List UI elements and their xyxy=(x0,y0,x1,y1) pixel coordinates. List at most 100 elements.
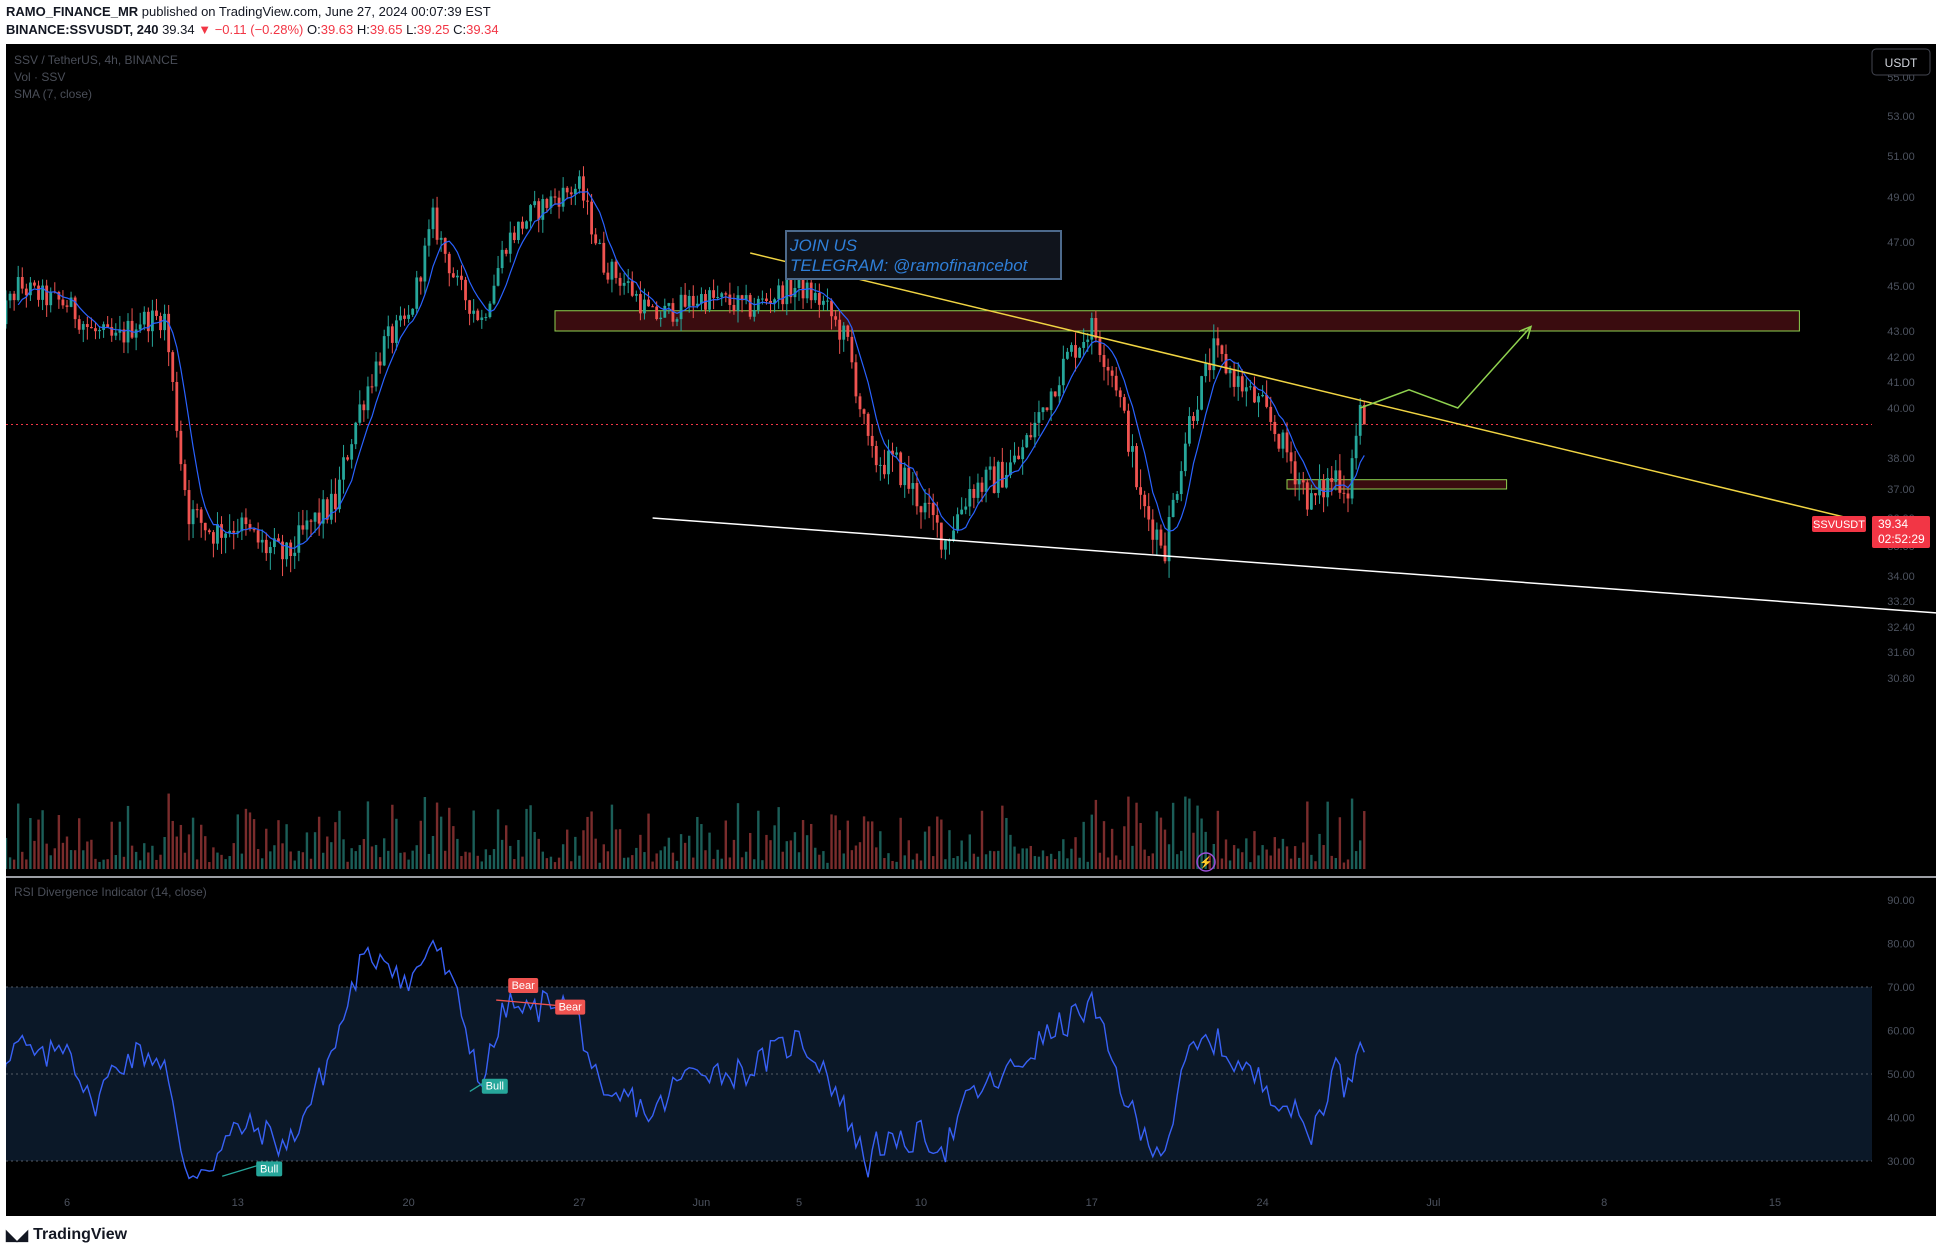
candle-body xyxy=(569,192,573,195)
currency-button[interactable] xyxy=(1871,48,1931,76)
volume-bar xyxy=(65,836,69,869)
candle-body xyxy=(842,325,846,340)
bull-label-1-box xyxy=(481,1078,508,1094)
time-tick-label: 13 xyxy=(232,1197,244,1209)
candle-body xyxy=(512,232,516,241)
volume-bar xyxy=(1167,844,1171,869)
volume-bar xyxy=(179,824,183,869)
candle-body xyxy=(1041,407,1045,413)
volume-bar xyxy=(252,819,256,869)
volume-bars xyxy=(0,793,1366,869)
volume-bar xyxy=(37,819,40,869)
candle-body xyxy=(106,324,110,327)
volume-bar xyxy=(220,854,223,869)
candle-body xyxy=(777,285,781,300)
volume-bar xyxy=(134,851,138,869)
candle-body xyxy=(20,277,24,289)
candle-body xyxy=(1322,480,1325,498)
volume-bar xyxy=(25,859,28,869)
volume-bar xyxy=(1123,826,1126,869)
price-tick-label: 30.80 xyxy=(1887,673,1915,685)
candle-body xyxy=(854,362,858,397)
candle-body xyxy=(517,221,520,241)
chart-svg[interactable]: 55.0053.0051.0049.0047.0045.0043.0042.00… xyxy=(0,44,1942,1216)
volume-bar xyxy=(456,838,459,869)
volume-bar xyxy=(797,852,801,869)
candle-body xyxy=(899,452,903,486)
volume-bar xyxy=(842,853,845,869)
close-value: 39.34 xyxy=(466,22,499,37)
candle-body xyxy=(427,229,431,246)
sma-line xyxy=(17,190,1365,549)
volume-bar xyxy=(1249,862,1252,869)
volume-bar xyxy=(1354,851,1358,869)
bull-divergence-line-2 xyxy=(222,1164,259,1177)
volume-bar xyxy=(814,847,817,869)
volume-bar xyxy=(460,856,463,869)
volume-bar xyxy=(57,815,61,869)
candle-body xyxy=(1009,462,1012,475)
time-axis[interactable]: 6132027Jun5101724Jul8152226 xyxy=(64,1197,1942,1209)
volume-bar xyxy=(1078,857,1081,869)
descending-support-line[interactable] xyxy=(652,517,1942,617)
tradingview-logo[interactable]: ◣◢ TradingView xyxy=(6,1226,127,1244)
volume-bar xyxy=(866,821,870,869)
volume-bar xyxy=(1330,855,1333,869)
volume-bar xyxy=(407,859,410,869)
volume-bar xyxy=(1013,846,1016,869)
volume-bar xyxy=(110,821,113,869)
volume-bar xyxy=(370,846,374,869)
footer: ◣◢ TradingView xyxy=(0,1216,1942,1253)
candle-body xyxy=(484,317,488,319)
volume-bar xyxy=(663,846,666,869)
candle-body xyxy=(809,282,813,301)
candle-body xyxy=(1204,363,1208,377)
candle-body xyxy=(309,520,313,522)
candle-body xyxy=(468,300,471,314)
volume-bar xyxy=(834,815,837,869)
descending-resistance-line[interactable] xyxy=(750,252,1849,519)
candle-body xyxy=(1334,470,1338,482)
candle-body xyxy=(939,522,943,550)
volume-bar xyxy=(1302,842,1305,869)
volume-bar xyxy=(155,859,158,869)
author-name[interactable]: RAMO_FINANCE_MR xyxy=(6,4,139,19)
volume-bar xyxy=(86,841,89,869)
bear-label-2: Bear xyxy=(555,999,586,1015)
volume-bar xyxy=(1029,845,1032,869)
projection-arrow[interactable] xyxy=(1359,325,1532,409)
candle-body xyxy=(301,525,305,530)
candle-body xyxy=(878,464,882,466)
volume-bar xyxy=(586,816,589,869)
candle-body xyxy=(952,530,955,541)
volume-bar xyxy=(8,857,12,869)
volume-bar xyxy=(631,855,634,869)
time-tick-label: 20 xyxy=(402,1197,414,1209)
volume-bar xyxy=(281,843,284,869)
price-axis[interactable]: 55.0053.0051.0049.0047.0045.0043.0042.00… xyxy=(1887,72,1915,685)
candle-body xyxy=(191,509,195,525)
candle-body xyxy=(1318,480,1321,496)
volume-bar xyxy=(590,811,593,869)
tradingview-mark-icon: ◣◢ xyxy=(6,1227,28,1244)
open-label: O: xyxy=(307,22,321,37)
published-text: published on TradingView.com, June 27, 2… xyxy=(141,4,491,19)
volume-bar xyxy=(330,842,333,869)
time-tick-label: 8 xyxy=(1601,1197,1607,1209)
volume-bar xyxy=(1350,798,1354,869)
volume-bar xyxy=(1192,832,1195,869)
candle-body xyxy=(618,277,622,286)
candle-body xyxy=(61,299,65,306)
resistance-zone[interactable] xyxy=(554,310,1800,332)
candle-body xyxy=(142,311,146,325)
volume-bar xyxy=(1049,853,1053,869)
lightning-glyph-icon: ⚡ xyxy=(1199,856,1213,869)
volume-bar xyxy=(387,850,390,869)
chart-area[interactable]: 55.00 53.00 51.00 49.00 47.00 45.00 43.00 42.00… xyxy=(0,44,1942,1216)
alert-lightning-icon[interactable] xyxy=(1196,852,1216,872)
volume-bar xyxy=(1070,848,1073,869)
telegram-callout[interactable]: JOIN US TELEGRAM: @ramofinancebot xyxy=(785,230,1062,280)
support-zone[interactable] xyxy=(1286,479,1508,490)
price-tag-box xyxy=(1872,516,1930,548)
volume-bar xyxy=(1171,802,1175,869)
